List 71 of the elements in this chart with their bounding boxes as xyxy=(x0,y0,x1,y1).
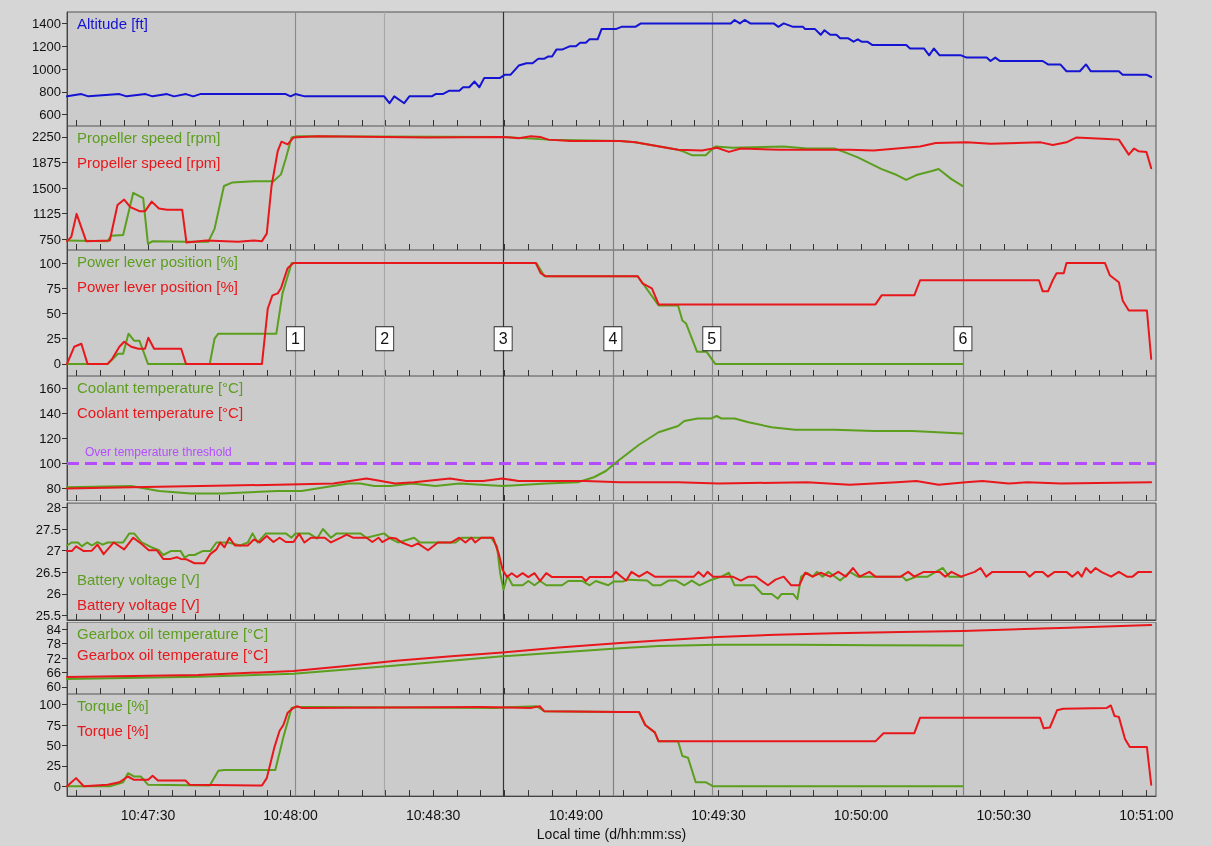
annotation: 4 xyxy=(608,330,618,348)
line-series xyxy=(66,532,1153,587)
line-series xyxy=(66,477,1153,490)
x-tick-label: 10:51:00 xyxy=(1119,807,1174,824)
y-tick-label: 25 xyxy=(46,331,61,347)
text: Battery voltage [V] xyxy=(77,596,200,613)
x-tick-label: 10:47:30 xyxy=(120,807,176,824)
annotation: 1 xyxy=(290,330,300,348)
y-tick-label: 100 xyxy=(39,456,61,471)
text: Propeller speed [rpm] xyxy=(77,154,221,171)
annotation: 5 xyxy=(707,330,717,348)
text: Coolant temperature [°C] xyxy=(77,404,244,421)
y-tick-label: 600 xyxy=(39,107,61,123)
y-tick-label: 75 xyxy=(46,280,61,296)
annotation: 6 xyxy=(958,330,968,348)
y-tick-label: 750 xyxy=(39,231,61,247)
x-tick-label: 10:48:00 xyxy=(263,807,319,824)
y-tick-label: 78 xyxy=(46,636,61,652)
line-series xyxy=(66,18,1153,105)
y-tick-label: 1200 xyxy=(32,38,61,54)
y-tick-label: 26 xyxy=(46,586,61,602)
y-tick-label: 26.5 xyxy=(35,564,61,580)
text: Torque [%] xyxy=(77,697,149,714)
y-tick-label: 25.5 xyxy=(35,608,61,624)
x-tick-label: 10:49:00 xyxy=(548,807,604,824)
line-series xyxy=(66,643,964,681)
x-axis-title: Local time (d/hh:mm:ss) xyxy=(536,826,687,842)
y-tick-label: 50 xyxy=(46,306,61,321)
y-tick-label: 800 xyxy=(39,84,61,100)
x-tick-label: 10:50:30 xyxy=(976,807,1032,824)
y-tick-label: 66 xyxy=(46,664,61,680)
y-tick-label: 28 xyxy=(46,499,61,515)
line-series xyxy=(66,623,1153,678)
y-tick-label: 140 xyxy=(39,406,61,421)
y-tick-label: 0 xyxy=(53,778,61,794)
ref-line-label: Over temperature threshold xyxy=(85,444,232,459)
y-tick-label: 2250 xyxy=(32,129,61,145)
line-series xyxy=(66,528,964,601)
y-tick-label: 72 xyxy=(46,650,61,666)
y-tick-label: 1500 xyxy=(32,180,61,196)
text: Propeller speed [rpm] xyxy=(77,129,221,146)
x-tick-label: 10:49:30 xyxy=(691,807,746,824)
text: Altitude [ft] xyxy=(77,15,148,32)
text: Power lever position [%] xyxy=(77,278,238,295)
y-tick-label: 1125 xyxy=(33,206,61,222)
annotation: 3 xyxy=(498,330,508,348)
y-tick-label: 27 xyxy=(46,543,61,559)
text: Coolant temperature [°C] xyxy=(77,379,244,396)
y-tick-label: 1400 xyxy=(32,15,61,31)
y-tick-label: 80 xyxy=(46,481,61,496)
text: Torque [%] xyxy=(77,722,149,739)
y-tick-label: 100 xyxy=(39,255,61,271)
series-label: Battery voltage [V] xyxy=(77,571,200,588)
annotation: 2 xyxy=(380,330,390,348)
y-tick-label: 0 xyxy=(53,356,61,372)
y-tick-label: 60 xyxy=(46,679,61,695)
series-label: Gearbox oil temperature [°C] xyxy=(77,646,269,663)
x-tick-label: 10:48:30 xyxy=(405,807,461,824)
text: Gearbox oil temperature [°C] xyxy=(77,625,269,642)
y-tick-label: 160 xyxy=(39,381,61,396)
y-tick-label: 1000 xyxy=(32,61,61,77)
y-tick-label: 100 xyxy=(39,697,61,713)
y-tick-label: 50 xyxy=(46,737,61,753)
y-tick-label: 25 xyxy=(46,758,61,774)
text: Power lever position [%] xyxy=(77,253,238,270)
x-tick-label: 10:50:00 xyxy=(833,807,889,824)
y-tick-label: 84 xyxy=(46,621,61,637)
y-tick-label: 27.5 xyxy=(35,521,61,537)
y-tick-label: 1875 xyxy=(32,154,61,170)
y-tick-label: 120 xyxy=(39,431,61,446)
y-tick-label: 75 xyxy=(46,717,61,733)
